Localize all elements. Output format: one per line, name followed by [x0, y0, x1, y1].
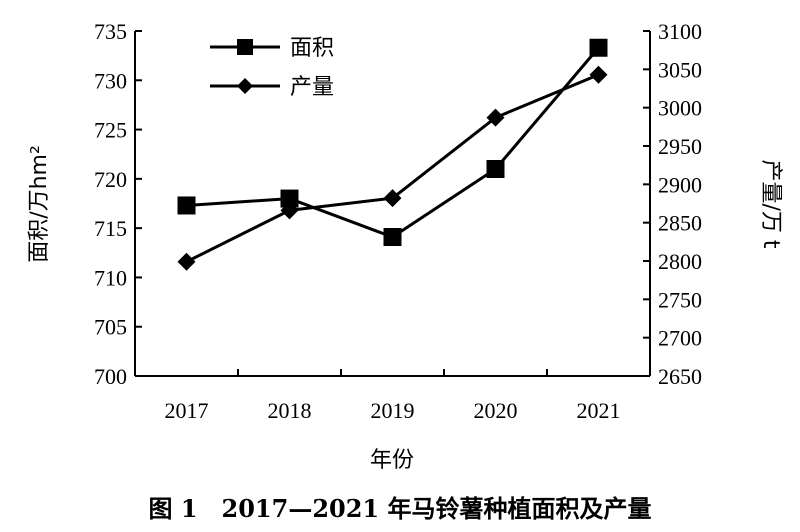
- right-tick-label: 2850: [658, 211, 702, 236]
- series-line-area: [186, 46, 600, 239]
- legend: 面积 产量: [210, 36, 334, 100]
- production-point: [486, 108, 505, 127]
- series-layer: [177, 38, 608, 271]
- area-point: [177, 196, 196, 215]
- right-tick-label: 2800: [658, 249, 702, 274]
- right-tick-label: 3000: [658, 96, 702, 121]
- right-tick-label: 2750: [658, 287, 702, 312]
- right-tick-label: 2700: [658, 326, 702, 351]
- right-tick-label: 2900: [658, 172, 702, 197]
- left-tick-label: 720: [94, 167, 127, 192]
- left-tick-label: 710: [94, 265, 127, 290]
- area-point: [589, 38, 608, 57]
- x-axis-title: 年份: [370, 448, 414, 473]
- x-tick-label: 2020: [474, 398, 518, 423]
- legend-label-area: 面积: [290, 36, 334, 61]
- legend-marker-diamond: [237, 78, 253, 94]
- legend-marker-square: [237, 39, 253, 55]
- right-tick-label: 2950: [658, 134, 702, 159]
- area-point: [280, 189, 299, 208]
- x-tick-label: 2017: [165, 398, 209, 423]
- area-point: [383, 228, 402, 247]
- production-point: [383, 189, 402, 208]
- right-y-ticks: 2650 2700 2750 2800 2850 2900 2950 3000 3050 3100: [643, 19, 702, 389]
- area-point: [486, 160, 505, 178]
- left-tick-label: 715: [94, 216, 127, 241]
- x-tick-label: 2021: [577, 398, 621, 423]
- left-tick-label: 700: [94, 364, 127, 389]
- left-tick-label: 725: [94, 118, 127, 143]
- y-axis-left-title: 面积/万hm²: [27, 145, 52, 263]
- legend-label-production: 产量: [290, 75, 334, 100]
- production-point: [589, 65, 608, 84]
- x-ticks: 2017 2018 2019 2020 2021: [165, 369, 621, 423]
- production-point: [280, 201, 299, 220]
- left-y-ticks: 700 705 710 715 720 725 730 735: [94, 19, 142, 389]
- right-tick-label: 3100: [658, 19, 702, 44]
- left-tick-label: 730: [94, 68, 127, 93]
- production-point: [177, 252, 196, 271]
- left-tick-label: 705: [94, 315, 127, 340]
- right-tick-label: 3050: [658, 57, 702, 82]
- left-tick-label: 735: [94, 19, 127, 44]
- figure-caption: 图 1 2017—2021 年马铃薯种植面积及产量: [148, 494, 651, 523]
- y-axis-right-title: 产量/万 t: [758, 159, 783, 248]
- x-tick-label: 2018: [268, 398, 312, 423]
- right-tick-label: 2650: [658, 364, 702, 389]
- x-tick-label: 2019: [371, 398, 415, 423]
